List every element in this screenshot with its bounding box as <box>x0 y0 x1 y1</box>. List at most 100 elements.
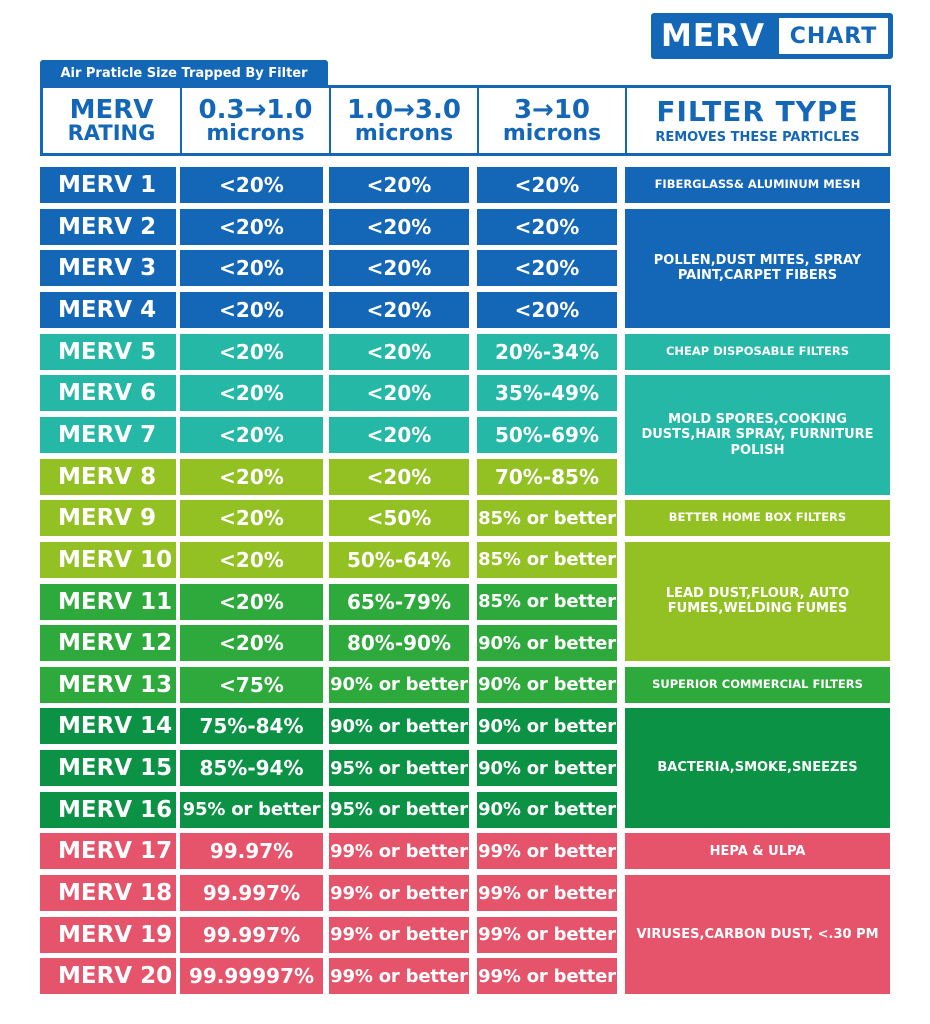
filter-type-cell: HEPA & ULPA <box>625 833 890 870</box>
merv-rating-cell: MERV 1 <box>40 167 176 203</box>
efficiency-cell: <20% <box>477 208 617 245</box>
efficiency-cell: 90% or better <box>477 750 617 787</box>
efficiency-cell: 99% or better <box>477 875 617 912</box>
efficiency-cell: 99.997% <box>180 916 323 953</box>
header-divider <box>329 88 331 153</box>
logo-chart-text: CHART <box>779 18 888 54</box>
chart-subtitle: Air Praticle Size Trapped By Filter <box>40 60 328 87</box>
efficiency-cell: <20% <box>329 333 469 370</box>
header-type-line1: FILTER TYPE <box>656 94 859 128</box>
logo-merv-text: MERV <box>661 18 765 54</box>
filter-type-cell: POLLEN,DUST MITES, SPRAY PAINT,CARPET FI… <box>625 208 890 328</box>
efficiency-cell: 75%-84% <box>180 708 323 745</box>
efficiency-cell: 20%-34% <box>477 333 617 370</box>
header-rating-line1: MERV <box>69 95 154 125</box>
header-col2-line2: microns <box>354 120 454 146</box>
merv-rating-cell: MERV 10 <box>40 541 176 578</box>
efficiency-cell: 80%-90% <box>329 625 469 662</box>
efficiency-cell: <20% <box>329 250 469 287</box>
efficiency-cell: <20% <box>180 625 323 662</box>
efficiency-cell: <20% <box>180 333 323 370</box>
efficiency-cell: 99% or better <box>477 916 617 953</box>
header-merv-rating: MERV RATING <box>43 88 180 153</box>
efficiency-cell: <20% <box>477 250 617 287</box>
efficiency-cell: <20% <box>180 291 323 328</box>
header-col-1-0-3-0: 1.0→3.0 microns <box>331 88 477 153</box>
merv-rating-cell: MERV 18 <box>40 875 176 912</box>
merv-rating-cell: MERV 15 <box>40 750 176 787</box>
efficiency-cell: <20% <box>329 375 469 412</box>
merv-rating-cell: MERV 13 <box>40 666 176 703</box>
merv-rating-cell: MERV 8 <box>40 458 176 495</box>
filter-type-cell: MOLD SPORES,COOKING DUSTS,HAIR SPRAY, FU… <box>625 375 890 495</box>
efficiency-cell: 35%-49% <box>477 375 617 412</box>
filter-type-cell: CHEAP DISPOSABLE FILTERS <box>625 333 890 370</box>
efficiency-cell: 99% or better <box>329 875 469 912</box>
header-col2-line1: 1.0→3.0 <box>347 94 461 125</box>
efficiency-cell: 50%-69% <box>477 416 617 453</box>
efficiency-cell: <20% <box>477 291 617 328</box>
header-type-line2: REMOVES THESE PARTICLES <box>655 129 860 145</box>
efficiency-cell: <20% <box>180 208 323 245</box>
efficiency-cell: 85% or better <box>477 583 617 620</box>
merv-rating-cell: MERV 12 <box>40 625 176 662</box>
efficiency-cell: 90% or better <box>329 666 469 703</box>
header-filter-type: FILTER TYPE REMOVES THESE PARTICLES <box>627 88 888 153</box>
efficiency-cell: 99% or better <box>477 958 617 995</box>
header-col3-line2: microns <box>502 120 602 146</box>
filter-type-cell: SUPERIOR COMMERCIAL FILTERS <box>625 666 890 703</box>
efficiency-cell: <20% <box>180 416 323 453</box>
efficiency-cell: <20% <box>180 250 323 287</box>
efficiency-cell: <20% <box>180 375 323 412</box>
header-col-3-10: 3→10 microns <box>479 88 625 153</box>
merv-rating-cell: MERV 17 <box>40 833 176 870</box>
efficiency-cell: 99% or better <box>329 916 469 953</box>
merv-rating-cell: MERV 11 <box>40 583 176 620</box>
efficiency-cell: 99.99997% <box>180 958 323 995</box>
merv-rating-cell: MERV 3 <box>40 250 176 287</box>
filter-type-cell: VIRUSES,CARBON DUST, <.30 PM <box>625 875 890 995</box>
header-rating-line2: RATING <box>67 121 156 145</box>
merv-rating-cell: MERV 5 <box>40 333 176 370</box>
merv-rating-cell: MERV 2 <box>40 208 176 245</box>
efficiency-cell: 95% or better <box>329 791 469 828</box>
efficiency-cell: 50%-64% <box>329 541 469 578</box>
efficiency-cell: 95% or better <box>180 791 323 828</box>
efficiency-cell: 99.97% <box>180 833 323 870</box>
header-divider <box>180 88 182 153</box>
efficiency-cell: 95% or better <box>329 750 469 787</box>
efficiency-cell: 65%-79% <box>329 583 469 620</box>
merv-rating-cell: MERV 6 <box>40 375 176 412</box>
header-col-0-3-1-0: 0.3→1.0 microns <box>182 88 329 153</box>
filter-type-cell: BETTER HOME BOX FILTERS <box>625 500 890 537</box>
efficiency-cell: 90% or better <box>477 791 617 828</box>
efficiency-cell: <75% <box>180 666 323 703</box>
efficiency-cell: 85% or better <box>477 541 617 578</box>
efficiency-cell: 85%-94% <box>180 750 323 787</box>
efficiency-cell: 70%-85% <box>477 458 617 495</box>
merv-rating-cell: MERV 19 <box>40 916 176 953</box>
merv-rating-cell: MERV 16 <box>40 791 176 828</box>
efficiency-cell: <20% <box>477 167 617 203</box>
header-col1-line1: 0.3→1.0 <box>198 94 313 125</box>
merv-rating-cell: MERV 14 <box>40 708 176 745</box>
header-col1-line2: microns <box>206 120 305 146</box>
merv-rating-cell: MERV 20 <box>40 958 176 995</box>
efficiency-cell: <20% <box>329 458 469 495</box>
header-divider <box>625 88 627 153</box>
filter-type-cell: BACTERIA,SMOKE,SNEEZES <box>625 708 890 828</box>
efficiency-cell: 90% or better <box>477 708 617 745</box>
efficiency-cell: <50% <box>329 500 469 537</box>
efficiency-cell: <20% <box>180 541 323 578</box>
efficiency-cell: 99% or better <box>329 958 469 995</box>
efficiency-cell: <20% <box>329 167 469 203</box>
table-header: MERV RATING 0.3→1.0 microns 1.0→3.0 micr… <box>40 85 891 156</box>
header-col3-line1: 3→10 <box>513 94 591 125</box>
efficiency-cell: <20% <box>180 500 323 537</box>
header-divider <box>477 88 479 153</box>
efficiency-cell: 99% or better <box>329 833 469 870</box>
efficiency-cell: <20% <box>180 583 323 620</box>
efficiency-cell: <20% <box>180 167 323 203</box>
efficiency-cell: 90% or better <box>329 708 469 745</box>
efficiency-cell: 99% or better <box>477 833 617 870</box>
